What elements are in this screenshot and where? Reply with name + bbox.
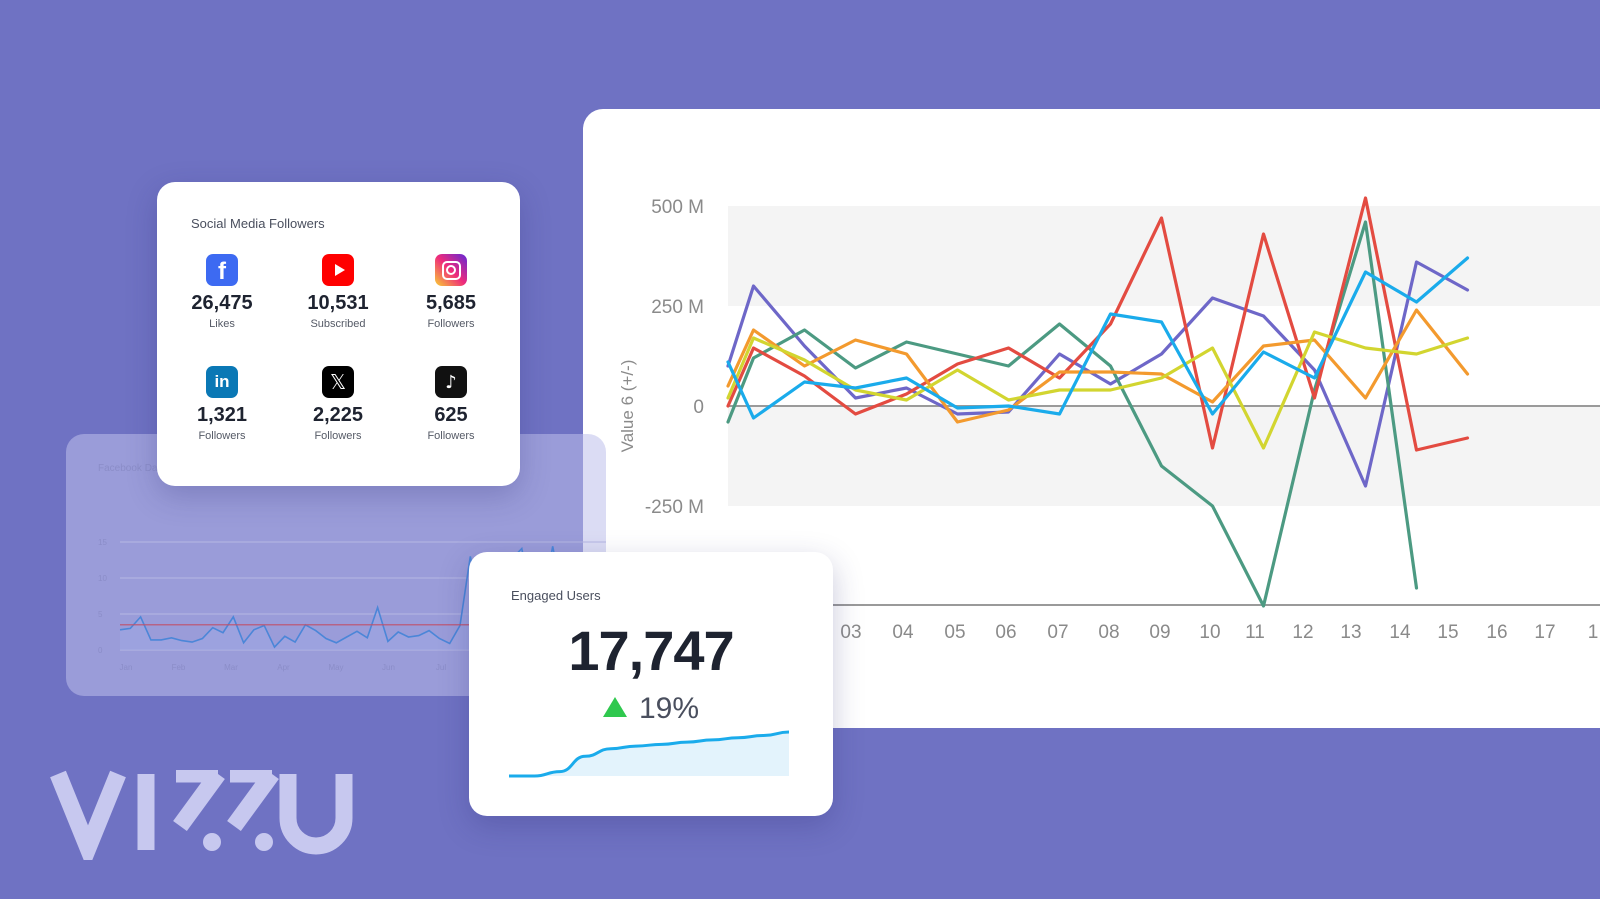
social-count: 2,225 [312, 404, 364, 426]
social-label: Followers [427, 318, 475, 330]
y-tick-label: 0 [693, 397, 704, 418]
x-icon: 𝕏 [322, 366, 354, 398]
youtube-icon [322, 254, 354, 286]
social-label: Subscribed [310, 318, 366, 330]
fb-x-tick-label: Jun [382, 663, 395, 672]
x-tick-label: 04 [892, 622, 914, 643]
social-label: Followers [314, 430, 362, 442]
social-count: 1,321 [196, 404, 248, 426]
social-item-tiktok: ♪ 625 Followers [396, 366, 506, 442]
vizzu-logo [50, 770, 353, 860]
social-label: Followers [198, 430, 246, 442]
y-axis-label: Value 6 (+/-) [618, 360, 637, 453]
fb-x-tick-label: Apr [277, 663, 290, 672]
fb-chart-title: Facebook Da [98, 463, 158, 474]
trend-up-icon [602, 697, 627, 718]
series-line-6 [726, 256, 1470, 420]
series-line-1 [726, 260, 1470, 488]
engaged-change-value: 19% [638, 692, 700, 725]
facebook-chart: 15 10 5 0 Facebook Da Jan Feb Mar Apr May Jun Jul [98, 463, 606, 672]
y-tick-label: 250 M [651, 297, 704, 318]
x-tick-label: 11 [1245, 622, 1265, 643]
fb-x-tick-label: Mar [224, 663, 238, 672]
social-media-followers-card: Social Media Followers f 26,475 Likes 10,53… [157, 182, 520, 486]
social-item-linkedin: in 1,321 Followers [167, 366, 277, 442]
fb-x-tick-label: Jul [436, 663, 446, 672]
facebook-icon: f [206, 254, 238, 286]
fb-x-tick-label: Feb [172, 663, 186, 672]
fb-y-tick-label: 5 [98, 610, 103, 619]
series-line-2 [726, 220, 1419, 608]
x-tick-label: 05 [944, 622, 965, 643]
social-count: 10,531 [307, 292, 369, 314]
main-line-chart: 500 M 250 M 0 -250 M Value 6 (+/-) 03 04 05 06 07… [618, 196, 1600, 643]
x-tick-label: 14 [1389, 622, 1411, 643]
x-tick-label: 17 [1534, 622, 1555, 643]
fb-y-tick-label: 10 [98, 574, 107, 583]
engaged-users-card: Engaged Users 17,747 19% [469, 552, 833, 816]
social-item-x: 𝕏 2,225 Followers [283, 366, 393, 442]
tiktok-icon: ♪ [435, 366, 467, 398]
fb-y-tick-label: 0 [98, 646, 103, 655]
fb-area [120, 546, 563, 650]
social-item-instagram: 5,685 Followers [396, 254, 506, 330]
band-0-neg250 [728, 406, 1600, 506]
y-tick-label: -250 M [645, 497, 704, 518]
social-item-facebook: f 26,475 Likes [167, 254, 277, 330]
sparkline-area [509, 732, 789, 776]
fb-y-tick-label: 15 [98, 538, 107, 547]
x-tick-label: 07 [1047, 622, 1068, 643]
social-count: 625 [434, 404, 468, 426]
x-tick-label: 12 [1292, 622, 1313, 643]
engaged-sparkline [509, 730, 790, 778]
x-tick-label: 15 [1437, 622, 1458, 643]
x-tick-label: 06 [995, 622, 1016, 643]
x-tick-label: 13 [1340, 622, 1361, 643]
y-tick-label: 500 M [651, 197, 704, 218]
engaged-users-value: 17,747 [568, 619, 734, 682]
social-count: 26,475 [191, 292, 253, 314]
series-line-4 [726, 308, 1470, 424]
social-count: 5,685 [425, 292, 477, 314]
engaged-card-title: Engaged Users [511, 588, 601, 603]
social-item-youtube: 10,531 Subscribed [283, 254, 393, 330]
instagram-icon [435, 254, 467, 286]
fb-x-tick-label: Jan [120, 663, 133, 672]
band-500-250 [728, 206, 1600, 306]
series-line-5 [726, 330, 1470, 450]
x-tick-label: 10 [1199, 622, 1220, 643]
social-label: Followers [427, 430, 475, 442]
x-tick-label: 16 [1486, 622, 1507, 643]
x-tick-label: 1 [1588, 622, 1599, 643]
social-card-title: Social Media Followers [191, 216, 325, 231]
x-tick-label: 08 [1098, 622, 1119, 643]
social-label: Likes [209, 318, 235, 330]
series-line-3 [726, 196, 1470, 452]
x-tick-label: 09 [1149, 622, 1170, 643]
fb-x-tick-label: May [328, 663, 343, 672]
sparkline-line [509, 730, 790, 778]
linkedin-icon: in [206, 366, 238, 398]
engaged-change-row: 19% [469, 692, 833, 726]
x-tick-label: 03 [840, 622, 861, 643]
